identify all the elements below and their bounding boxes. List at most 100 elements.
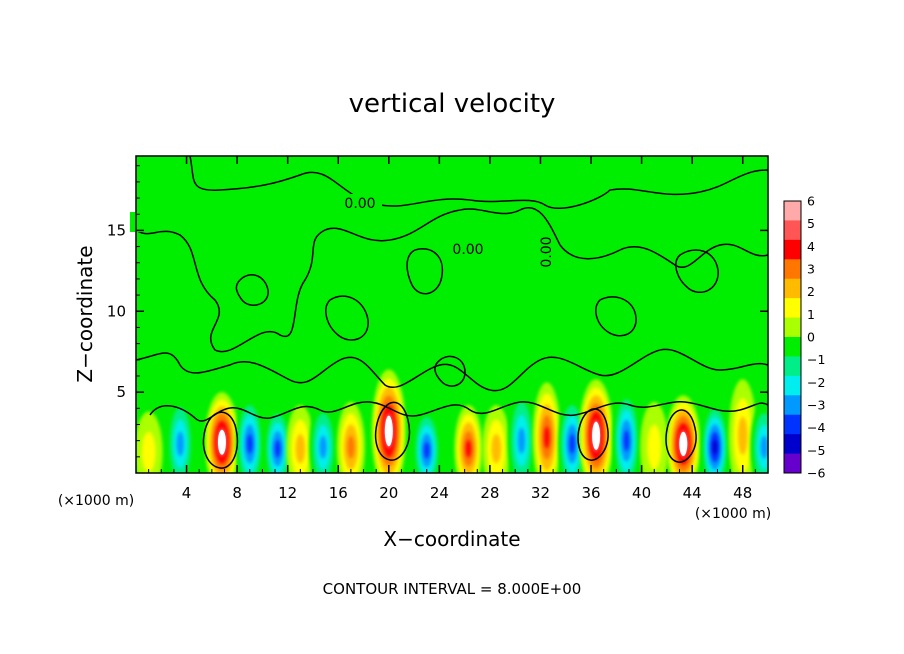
- colorbar-tick-label: −2: [807, 375, 825, 390]
- y-tick-label: 15: [107, 221, 126, 239]
- x-axis-label: X−coordinate: [383, 527, 520, 551]
- contour-line: [202, 411, 239, 469]
- velocity-peak: [592, 421, 601, 450]
- velocity-cell: [295, 434, 305, 464]
- colorbar-tick-label: −6: [807, 466, 825, 481]
- colorbar-swatch: [784, 239, 801, 260]
- velocity-cell: [141, 431, 156, 473]
- y-tick-label: 5: [116, 383, 126, 401]
- contour-label-bg: [130, 212, 146, 232]
- velocity-cell: [491, 434, 501, 464]
- velocity-cell: [647, 424, 662, 470]
- velocity-cell: [712, 439, 718, 455]
- colorbar-labels: 6 5 4 3 2 1 0 −1 −2 −3 −4 −5 −6: [807, 194, 825, 481]
- contour-line: [189, 156, 768, 210]
- x-tick-label: 24: [430, 484, 449, 502]
- contour-lines: [136, 156, 768, 469]
- colorbar-swatches: [784, 201, 801, 474]
- contour-line: [374, 401, 411, 461]
- x-tick-label: 32: [531, 484, 550, 502]
- colorbar-tick-label: 0: [807, 330, 815, 345]
- contour-line: [406, 248, 444, 295]
- colorbar-tick-label: −5: [807, 443, 825, 458]
- contour-label-bg: [446, 240, 490, 258]
- x-unit-right: (×1000 m): [695, 506, 771, 522]
- contour-line: [675, 249, 719, 293]
- velocity-peak: [384, 415, 393, 447]
- colorbar-swatch: [784, 317, 801, 338]
- contour-line: [325, 295, 369, 341]
- contour-line: [136, 207, 561, 353]
- colorbar-swatch: [784, 337, 801, 357]
- y-tick-label: 10: [107, 302, 126, 320]
- colorbar-tick-label: 5: [807, 216, 815, 231]
- velocity-cell: [274, 440, 281, 458]
- x-tick-label: 12: [278, 484, 297, 502]
- colorbar-tick-label: 1: [807, 307, 815, 322]
- x-tick-label: 48: [733, 484, 752, 502]
- colorbar-swatch: [784, 414, 801, 435]
- colorbar-tick-label: −4: [807, 420, 825, 435]
- velocity-cell: [544, 426, 550, 449]
- contour-line: [665, 409, 697, 463]
- velocity-cell: [465, 440, 472, 458]
- x-ticks: 4 8 12 16 20 24 28 32 36 40 44 48: [148, 156, 756, 502]
- colorbar-swatch: [784, 220, 801, 241]
- x-tick-label: 8: [232, 484, 242, 502]
- velocity-cell: [319, 435, 327, 459]
- colorbar-tick-label: 6: [807, 194, 815, 209]
- contour-line: [577, 408, 609, 461]
- contour-labels: 0.00 0.00 0.00: [130, 194, 555, 268]
- colorbar: 6 5 4 3 2 1 0 −1 −2 −3 −4 −5 −6: [783, 194, 825, 481]
- colorbar-tick-label: 3: [807, 262, 815, 277]
- y-axis-label: Z−coordinate: [73, 245, 97, 382]
- colorbar-tick-label: −1: [807, 352, 825, 367]
- velocity-cell: [623, 430, 630, 452]
- velocity-cell: [176, 431, 184, 457]
- colorbar-tick-label: 2: [807, 284, 815, 299]
- colorbar-swatch: [784, 375, 801, 396]
- velocity-peak: [217, 429, 226, 455]
- contour-label: 0.00: [452, 242, 483, 258]
- contour-line: [434, 355, 466, 387]
- contour-label: 0.00: [344, 196, 375, 212]
- contour-line: [559, 243, 768, 268]
- velocity-cell: [423, 441, 430, 459]
- x-tick-label: 16: [329, 484, 348, 502]
- x-tick-label: 4: [182, 484, 192, 502]
- velocity-cell: [569, 434, 575, 454]
- x-tick-label: 40: [632, 484, 651, 502]
- contour-interval-note: CONTOUR INTERVAL = 8.000E+00: [323, 580, 582, 598]
- x-tick-label: 28: [480, 484, 499, 502]
- contour-label-bg: [338, 194, 382, 212]
- velocity-peak: [679, 431, 688, 457]
- velocity-cell: [518, 427, 526, 454]
- x-tick-label: 36: [581, 484, 600, 502]
- x-tick-label: 20: [379, 484, 398, 502]
- colorbar-tick-label: −3: [807, 398, 825, 413]
- x-unit-left: (×1000 m): [58, 493, 134, 509]
- chart-title: vertical velocity: [349, 89, 556, 119]
- plot-area: 0.00 0.00 0.00 4 8 12 16 20 24 28 32 36 40 44 48 51…: [107, 155, 769, 502]
- colorbar-frame: [783, 200, 802, 474]
- velocity-cell: [246, 434, 253, 454]
- x-tick-label: 44: [683, 484, 702, 502]
- colorbar-swatch: [784, 356, 801, 377]
- velocity-cell: [347, 435, 355, 459]
- velocity-field: [136, 369, 768, 473]
- y-ticks: 5 10 15: [107, 165, 768, 458]
- velocity-cell: [738, 416, 748, 455]
- velocity-cell: [760, 435, 768, 459]
- contour-line: [136, 348, 768, 392]
- contour-label: 0.00: [539, 236, 555, 267]
- contour-line: [595, 296, 637, 337]
- colorbar-swatch: [784, 201, 801, 221]
- colorbar-swatch: [784, 298, 801, 319]
- contour-line: [235, 274, 269, 306]
- contour-line: [149, 401, 768, 422]
- colorbar-swatch: [784, 395, 801, 416]
- colorbar-swatch: [784, 259, 801, 280]
- colorbar-tick-label: 4: [807, 239, 815, 254]
- colorbar-swatch: [784, 278, 801, 299]
